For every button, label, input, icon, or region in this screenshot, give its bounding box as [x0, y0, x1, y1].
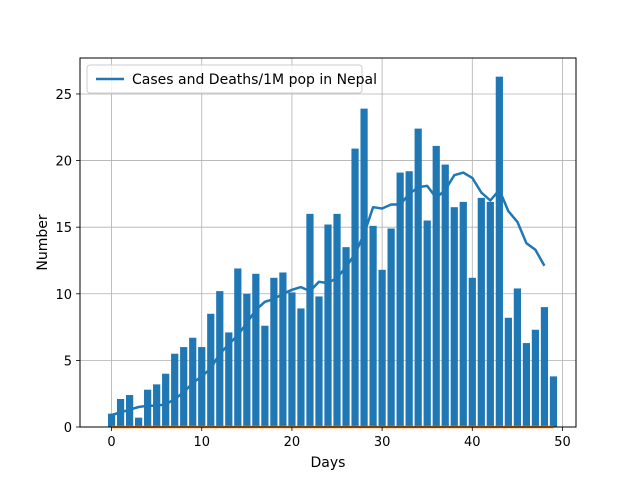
x-axis-label: Days [311, 455, 346, 471]
x-tick-label: 40 [464, 435, 481, 450]
bar [432, 145, 440, 427]
bar [252, 273, 260, 427]
bar [387, 228, 395, 427]
y-tick-label: 0 [64, 421, 72, 436]
bar [279, 272, 287, 427]
bar [360, 108, 368, 427]
bar [162, 373, 170, 427]
y-tick-label: 10 [55, 288, 72, 303]
bar [477, 197, 485, 427]
bar [396, 172, 404, 427]
bar [207, 313, 215, 427]
y-axis-label: Number [35, 214, 51, 270]
bar [144, 389, 152, 427]
bar [171, 353, 179, 427]
legend-box [86, 64, 363, 94]
y-tick-label: 25 [55, 88, 72, 103]
bar [351, 148, 359, 427]
bar [414, 128, 422, 427]
bar [369, 225, 377, 427]
bar [306, 213, 314, 427]
bars-layer [107, 76, 558, 428]
bar [234, 268, 242, 427]
x-tick-label: 0 [107, 435, 115, 450]
x-tick-label: 30 [374, 435, 391, 450]
legend: Cases and Deaths/1M pop in Nepal [86, 64, 377, 94]
bar [459, 201, 467, 427]
bar [135, 417, 143, 427]
bar [468, 277, 476, 427]
bar [261, 325, 269, 427]
bar [125, 395, 134, 427]
y-tick-label: 5 [64, 354, 72, 369]
ticks-layer: 0 10 20 30 40 50 0 5 10 15 20 25 [55, 88, 570, 450]
bar [297, 308, 305, 427]
bar [423, 220, 431, 427]
bar [378, 269, 386, 427]
bar [486, 201, 494, 427]
bar [495, 76, 503, 428]
bar [333, 213, 341, 427]
bar [342, 247, 350, 427]
bar [180, 347, 188, 427]
bar [450, 207, 458, 427]
bar [522, 343, 531, 427]
bar [216, 291, 224, 427]
bar [513, 288, 521, 427]
bar [198, 347, 206, 427]
bar [504, 317, 512, 427]
x-tick-label: 50 [554, 435, 571, 450]
bar [549, 376, 558, 427]
bar [288, 292, 296, 427]
series-line [111, 171, 546, 417]
bar [270, 277, 278, 427]
x-tick-label: 10 [193, 435, 210, 450]
bar [324, 224, 332, 427]
bar [107, 413, 116, 427]
bar [441, 164, 449, 427]
bar [315, 296, 323, 427]
bar [540, 307, 549, 427]
bar [225, 332, 233, 427]
legend-label: Cases and Deaths/1M pop in Nepal [132, 72, 377, 88]
x-tick-label: 20 [284, 435, 301, 450]
plot-frame [79, 57, 577, 428]
bar [405, 171, 413, 427]
y-tick-label: 15 [55, 221, 72, 236]
bar [531, 329, 540, 427]
bar [243, 293, 251, 427]
y-tick-label: 20 [55, 155, 72, 170]
